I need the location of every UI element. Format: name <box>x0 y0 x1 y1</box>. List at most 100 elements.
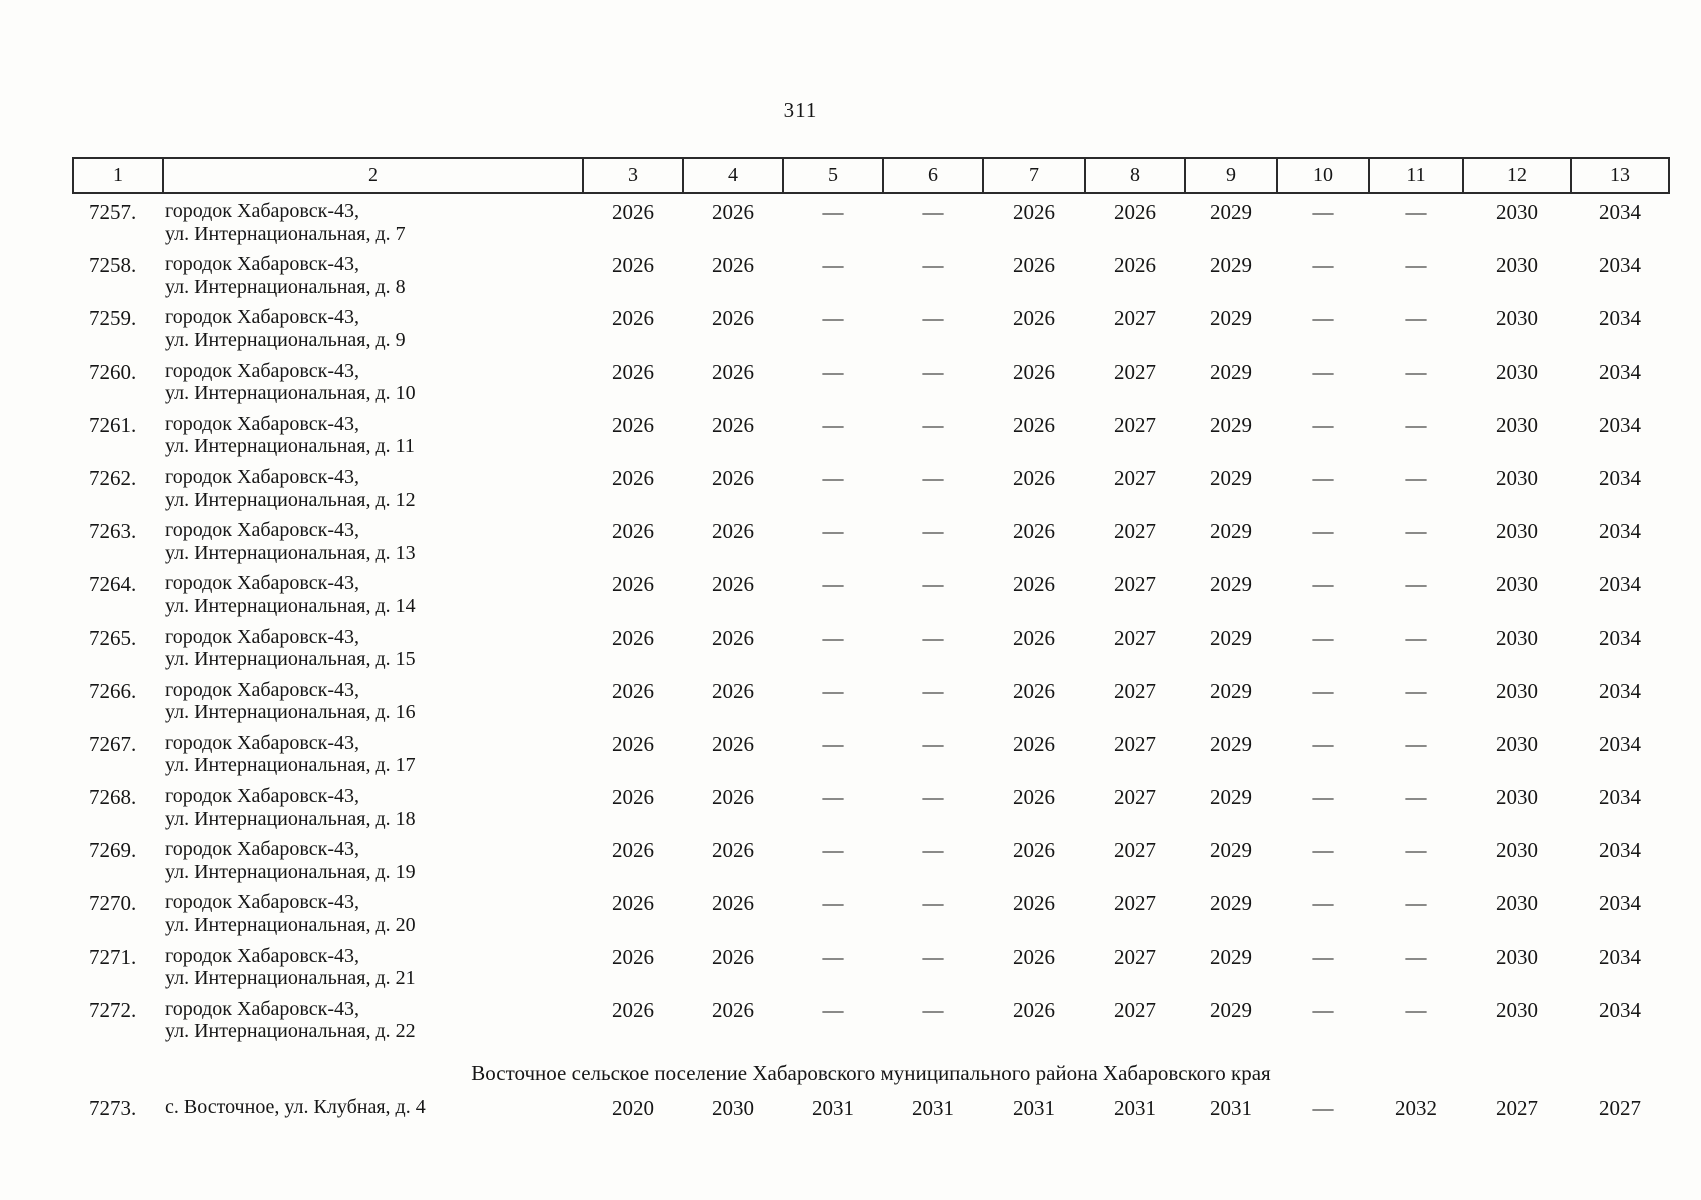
year-cell: 2020 <box>612 1096 654 1120</box>
year-cell: 2027 <box>1114 519 1156 544</box>
row-number: 7268. <box>89 785 137 810</box>
year-cell: — <box>1312 519 1334 544</box>
year-cell: 2026 <box>1013 785 1055 810</box>
year-cell: — <box>822 253 844 278</box>
year-cell: — <box>1312 731 1334 756</box>
row-number: 7264. <box>89 572 137 597</box>
year-cell: 2026 <box>712 997 754 1022</box>
year-cell: — <box>1405 944 1427 969</box>
row-number: 7272. <box>89 997 137 1022</box>
year-cell: 2026 <box>612 997 654 1022</box>
year-cell: — <box>1312 997 1334 1022</box>
year-cell: 2027 <box>1114 944 1156 969</box>
year-cell: — <box>1405 412 1427 437</box>
year-cell: — <box>922 891 944 916</box>
year-cell: 2034 <box>1599 678 1641 703</box>
address-cell: городок Хабаровск-43, ул. Интернациональ… <box>165 412 415 458</box>
year-cell: 2026 <box>1114 253 1156 278</box>
year-cell: 2031 <box>1013 1096 1055 1120</box>
year-cell: — <box>922 944 944 969</box>
address-cell: городок Хабаровск-43, ул. Интернациональ… <box>165 519 416 564</box>
year-cell: — <box>922 785 944 810</box>
year-cell: 2029 <box>1210 944 1252 969</box>
row-number: 7269. <box>89 838 137 863</box>
header-row: 1 2 3 4 5 6 7 8 9 10 11 12 13 <box>72 157 1670 194</box>
year-cell: — <box>1405 200 1427 224</box>
column-header: 4 <box>682 157 784 194</box>
year-cell: 2029 <box>1210 306 1252 331</box>
year-cell: 2034 <box>1599 253 1641 278</box>
year-cell: — <box>1312 944 1334 969</box>
year-cell: 2026 <box>612 678 654 703</box>
table-row: 7260. городок Хабаровск-43, ул. Интернаци… <box>73 354 1669 407</box>
year-cell: — <box>1405 891 1427 916</box>
year-cell: 2026 <box>712 572 754 597</box>
year-cell: 2031 <box>1210 1096 1252 1120</box>
year-cell: 2034 <box>1599 731 1641 756</box>
year-cell: — <box>922 572 944 597</box>
year-cell: 2030 <box>1496 838 1538 863</box>
year-cell: — <box>922 200 944 224</box>
table-row: 7261. городок Хабаровск-43, ул. Интернаци… <box>73 407 1669 460</box>
year-cell: — <box>922 997 944 1022</box>
year-cell: — <box>922 359 944 384</box>
year-cell: 2026 <box>712 838 754 863</box>
year-cell: 2026 <box>612 359 654 384</box>
year-cell: — <box>1405 785 1427 810</box>
year-cell: 2026 <box>1013 200 1055 224</box>
year-cell: 2029 <box>1210 359 1252 384</box>
year-cell: — <box>1312 359 1334 384</box>
year-cell: — <box>1405 625 1427 650</box>
column-header: 9 <box>1184 157 1278 194</box>
year-cell: — <box>1312 253 1334 278</box>
year-cell: 2027 <box>1599 1096 1641 1120</box>
year-cell: 2031 <box>912 1096 954 1120</box>
table-row: 7265. городок Хабаровск-43, ул. Интернаци… <box>73 620 1669 673</box>
address-cell: городок Хабаровск-43, ул. Интернациональ… <box>165 678 416 724</box>
year-cell: — <box>1312 785 1334 810</box>
year-cell: 2029 <box>1210 731 1252 756</box>
year-cell: 2026 <box>712 731 754 756</box>
year-cell: — <box>822 944 844 969</box>
year-cell: 2034 <box>1599 200 1641 224</box>
row-number: 7257. <box>89 200 137 224</box>
year-cell: — <box>1312 678 1334 703</box>
year-cell: — <box>822 678 844 703</box>
row-number: 7267. <box>89 731 137 756</box>
table-row: 7266. городок Хабаровск-43, ул. Интернаци… <box>73 673 1669 726</box>
row-number: 7263. <box>89 519 137 544</box>
year-cell: 2034 <box>1599 944 1641 969</box>
year-cell: 2031 <box>812 1096 854 1120</box>
year-cell: — <box>922 519 944 544</box>
year-cell: 2030 <box>1496 306 1538 331</box>
year-cell: 2026 <box>1013 359 1055 384</box>
year-cell: 2030 <box>1496 359 1538 384</box>
year-cell: 2029 <box>1210 625 1252 650</box>
year-cell: 2026 <box>712 465 754 490</box>
year-cell: — <box>922 731 944 756</box>
year-cell: 2026 <box>612 944 654 969</box>
year-cell: — <box>1405 731 1427 756</box>
year-cell: — <box>1405 997 1427 1022</box>
year-cell: — <box>922 253 944 278</box>
address-cell: городок Хабаровск-43, ул. Интернациональ… <box>165 306 406 351</box>
address-cell: городок Хабаровск-43, ул. Интернациональ… <box>165 625 416 671</box>
year-cell: 2027 <box>1114 838 1156 863</box>
year-cell: — <box>922 412 944 437</box>
year-cell: — <box>822 412 844 437</box>
page-number: 311 <box>783 98 818 122</box>
row-number: 7270. <box>89 891 137 916</box>
year-cell: 2030 <box>1496 731 1538 756</box>
year-cell: 2030 <box>1496 253 1538 278</box>
year-cell: 2029 <box>1210 572 1252 597</box>
year-cell: 2026 <box>612 572 654 597</box>
year-cell: — <box>1312 412 1334 437</box>
year-cell: 2026 <box>712 785 754 810</box>
address-cell: городок Хабаровск-43, ул. Интернациональ… <box>165 465 416 511</box>
year-cell: 2027 <box>1114 785 1156 810</box>
year-cell: 2026 <box>1013 678 1055 703</box>
year-cell: 2030 <box>1496 412 1538 437</box>
row-number: 7273. <box>89 1096 137 1120</box>
year-cell: — <box>1405 465 1427 490</box>
column-header: 11 <box>1368 157 1464 194</box>
